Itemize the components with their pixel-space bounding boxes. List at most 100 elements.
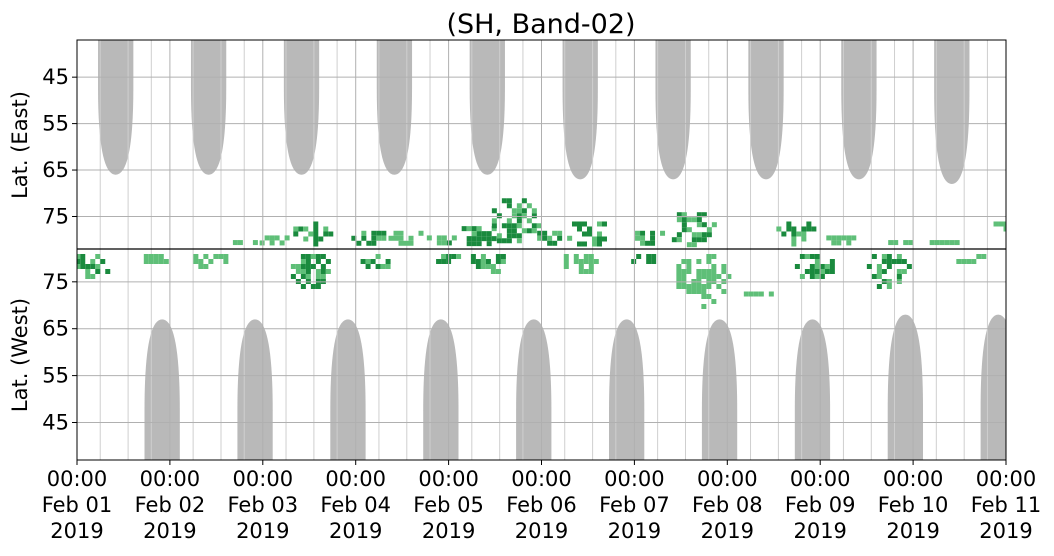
echo-cell xyxy=(315,274,321,279)
echo-cell xyxy=(1019,221,1024,226)
x-tick-label-3-1: Feb 04 xyxy=(320,493,391,517)
echo-cell xyxy=(819,269,825,274)
echo-cell xyxy=(371,230,377,236)
echo-cell xyxy=(328,231,334,237)
echo-cell xyxy=(676,237,682,243)
echo-cell xyxy=(461,226,467,232)
y-tick-label-west-1: 65 xyxy=(42,317,69,341)
echo-cell xyxy=(500,254,506,259)
echo-cell xyxy=(361,235,367,241)
echo-cell xyxy=(163,259,169,264)
echo-cell xyxy=(471,241,477,247)
echo-cell xyxy=(495,259,501,264)
echo-cell xyxy=(310,264,316,269)
echo-cell xyxy=(381,230,387,236)
echo-cell xyxy=(944,240,950,246)
echo-cell xyxy=(506,223,512,229)
echo-cell xyxy=(305,259,311,264)
echo-cell xyxy=(203,254,209,259)
echo-cell xyxy=(480,254,486,259)
echo-cell xyxy=(721,269,727,274)
echo-cell xyxy=(300,264,306,269)
echo-cell xyxy=(706,259,712,264)
echo-cell xyxy=(809,264,815,269)
echo-cell xyxy=(557,235,563,241)
echo-cell xyxy=(567,235,573,241)
x-tick-label-3-2: 2019 xyxy=(329,519,382,543)
echo-cell xyxy=(768,291,774,297)
echo-cell xyxy=(105,269,111,274)
echo-cell xyxy=(516,223,522,229)
echo-cell xyxy=(706,294,712,299)
x-tick-label-8-0: 00:00 xyxy=(790,467,851,491)
echo-cell xyxy=(237,240,243,246)
echo-cell xyxy=(701,222,707,228)
echo-cell xyxy=(436,235,442,241)
echo-cell xyxy=(516,213,522,219)
echo-cell xyxy=(776,226,782,232)
echo-cell xyxy=(601,236,607,242)
echo-cell xyxy=(711,269,717,274)
echo-cell xyxy=(563,264,569,269)
echo-cell xyxy=(908,240,914,246)
echo-cell xyxy=(681,222,687,228)
echo-cell xyxy=(781,231,787,237)
no-data-east-2 xyxy=(283,40,320,175)
echo-cell xyxy=(721,264,727,269)
x-tick-label-1-1: Feb 02 xyxy=(135,493,206,517)
echo-cell xyxy=(486,231,492,237)
echo-cell xyxy=(819,274,825,279)
x-tick-label-7-0: 00:00 xyxy=(697,467,758,491)
echo-cell xyxy=(886,259,892,264)
echo-cell xyxy=(388,235,394,241)
echo-cell xyxy=(711,254,717,259)
echo-cell xyxy=(888,240,894,246)
x-tick-label-10-0: 00:00 xyxy=(976,467,1037,491)
y-tick-label-east-1: 55 xyxy=(42,112,69,136)
echo-cell xyxy=(313,226,319,232)
x-tick-label-9-0: 00:00 xyxy=(883,467,944,491)
echo-cell xyxy=(90,259,96,264)
echo-cell xyxy=(573,254,579,259)
echo-cell xyxy=(279,240,285,246)
echo-cell xyxy=(398,230,404,236)
echo-cell xyxy=(809,274,815,279)
echo-cell xyxy=(896,254,902,259)
echo-cell xyxy=(829,264,835,269)
echo-cell xyxy=(726,274,732,279)
echo-cell xyxy=(576,221,582,227)
echo-cell xyxy=(696,269,702,274)
echo-cell xyxy=(95,254,101,259)
echo-cell xyxy=(511,213,517,219)
echo-cluster-east-1 xyxy=(259,235,290,246)
x-tick-label-0-2: 2019 xyxy=(50,519,103,543)
no-data-west-2 xyxy=(330,319,366,460)
echo-cluster-east-11 xyxy=(671,212,717,248)
echo-cell xyxy=(77,259,81,264)
echo-cluster-west-2 xyxy=(193,254,229,269)
echo-cell xyxy=(476,236,482,242)
echo-cell xyxy=(300,274,306,279)
echo-cell xyxy=(796,231,802,237)
echo-cell xyxy=(701,269,707,274)
echo-cell xyxy=(481,236,487,242)
echo-cell xyxy=(596,231,602,237)
echo-cell xyxy=(934,240,940,246)
echo-cluster-west-10 xyxy=(743,291,774,297)
echo-cell xyxy=(586,226,592,232)
echo-cell xyxy=(593,259,599,264)
echo-cell xyxy=(232,240,238,246)
echo-cell xyxy=(203,264,209,269)
echo-cell xyxy=(956,259,962,264)
echo-cell xyxy=(480,264,486,269)
echo-cell xyxy=(893,240,899,246)
echo-cell xyxy=(588,254,594,259)
echo-cell xyxy=(596,221,602,227)
echo-cell xyxy=(640,235,646,241)
echo-cell xyxy=(218,254,224,259)
echo-cell xyxy=(563,254,569,259)
echo-cell xyxy=(393,230,399,236)
echo-cell xyxy=(476,241,482,247)
echo-cell xyxy=(824,264,830,269)
